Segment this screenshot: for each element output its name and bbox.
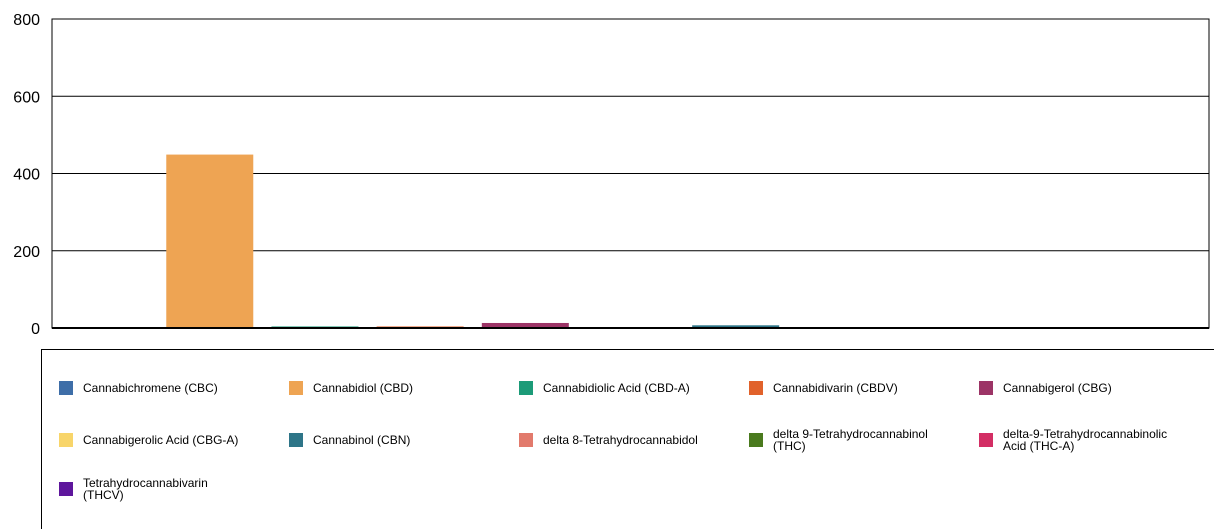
- y-tick-label: 400: [13, 167, 40, 184]
- legend-item-cbg-a: Cannabigerolic Acid (CBG-A): [59, 425, 238, 455]
- y-tick-label: 800: [13, 12, 40, 29]
- legend-item-cbg: Cannabigerol (CBG): [979, 373, 1112, 403]
- bar-chart: 0 200 400 600 800: [0, 0, 1214, 345]
- legend-label: Cannabidivarin (CBDV): [773, 382, 898, 394]
- legend-label: delta 8-Tetrahydrocannabidol: [543, 434, 698, 446]
- legend-swatch: [289, 433, 303, 447]
- legend-item-thc-a: delta-9-Tetrahydrocannabinolic Acid (THC…: [979, 425, 1167, 455]
- legend-item-cbd-a: Cannabidiolic Acid (CBD-A): [519, 373, 690, 403]
- legend-item-cbdv: Cannabidivarin (CBDV): [749, 373, 898, 403]
- legend-item-cbn: Cannabinol (CBN): [289, 425, 410, 455]
- legend-swatch: [289, 381, 303, 395]
- legend-item-delta8: delta 8-Tetrahydrocannabidol: [519, 425, 698, 455]
- legend-label: Cannabigerolic Acid (CBG-A): [83, 434, 238, 446]
- legend-item-cbd: Cannabidiol (CBD): [289, 373, 413, 403]
- legend-label: delta-9-Tetrahydrocannabinolic Acid (THC…: [1003, 428, 1167, 452]
- legend-swatch: [749, 381, 763, 395]
- legend-label: Cannabidiolic Acid (CBD-A): [543, 382, 690, 394]
- y-tick-label: 600: [13, 89, 40, 106]
- legend-label: Cannabidiol (CBD): [313, 382, 413, 394]
- legend-swatch: [59, 381, 73, 395]
- legend-swatch: [519, 381, 533, 395]
- legend-label: Cannabichromene (CBC): [83, 382, 218, 394]
- legend-swatch: [749, 433, 763, 447]
- legend-swatch: [59, 482, 73, 496]
- y-tick-label: 200: [13, 244, 40, 261]
- chart-legend: Cannabichromene (CBC) Cannabidiol (CBD) …: [41, 349, 1214, 529]
- bar-2: [166, 155, 253, 328]
- legend-swatch: [59, 433, 73, 447]
- y-tick-label: 0: [31, 321, 40, 338]
- legend-label: delta 9-Tetrahydrocannabinol (THC): [773, 428, 928, 452]
- legend-swatch: [979, 433, 993, 447]
- legend-label: Cannabinol (CBN): [313, 434, 410, 446]
- legend-item-thc: delta 9-Tetrahydrocannabinol (THC): [749, 425, 928, 455]
- legend-label: Tetrahydrocannabivarin (THCV): [83, 477, 208, 501]
- legend-label: Cannabigerol (CBG): [1003, 382, 1112, 394]
- legend-item-cbc: Cannabichromene (CBC): [59, 373, 218, 403]
- legend-swatch: [519, 433, 533, 447]
- legend-item-thcv: Tetrahydrocannabivarin (THCV): [59, 474, 208, 504]
- legend-swatch: [979, 381, 993, 395]
